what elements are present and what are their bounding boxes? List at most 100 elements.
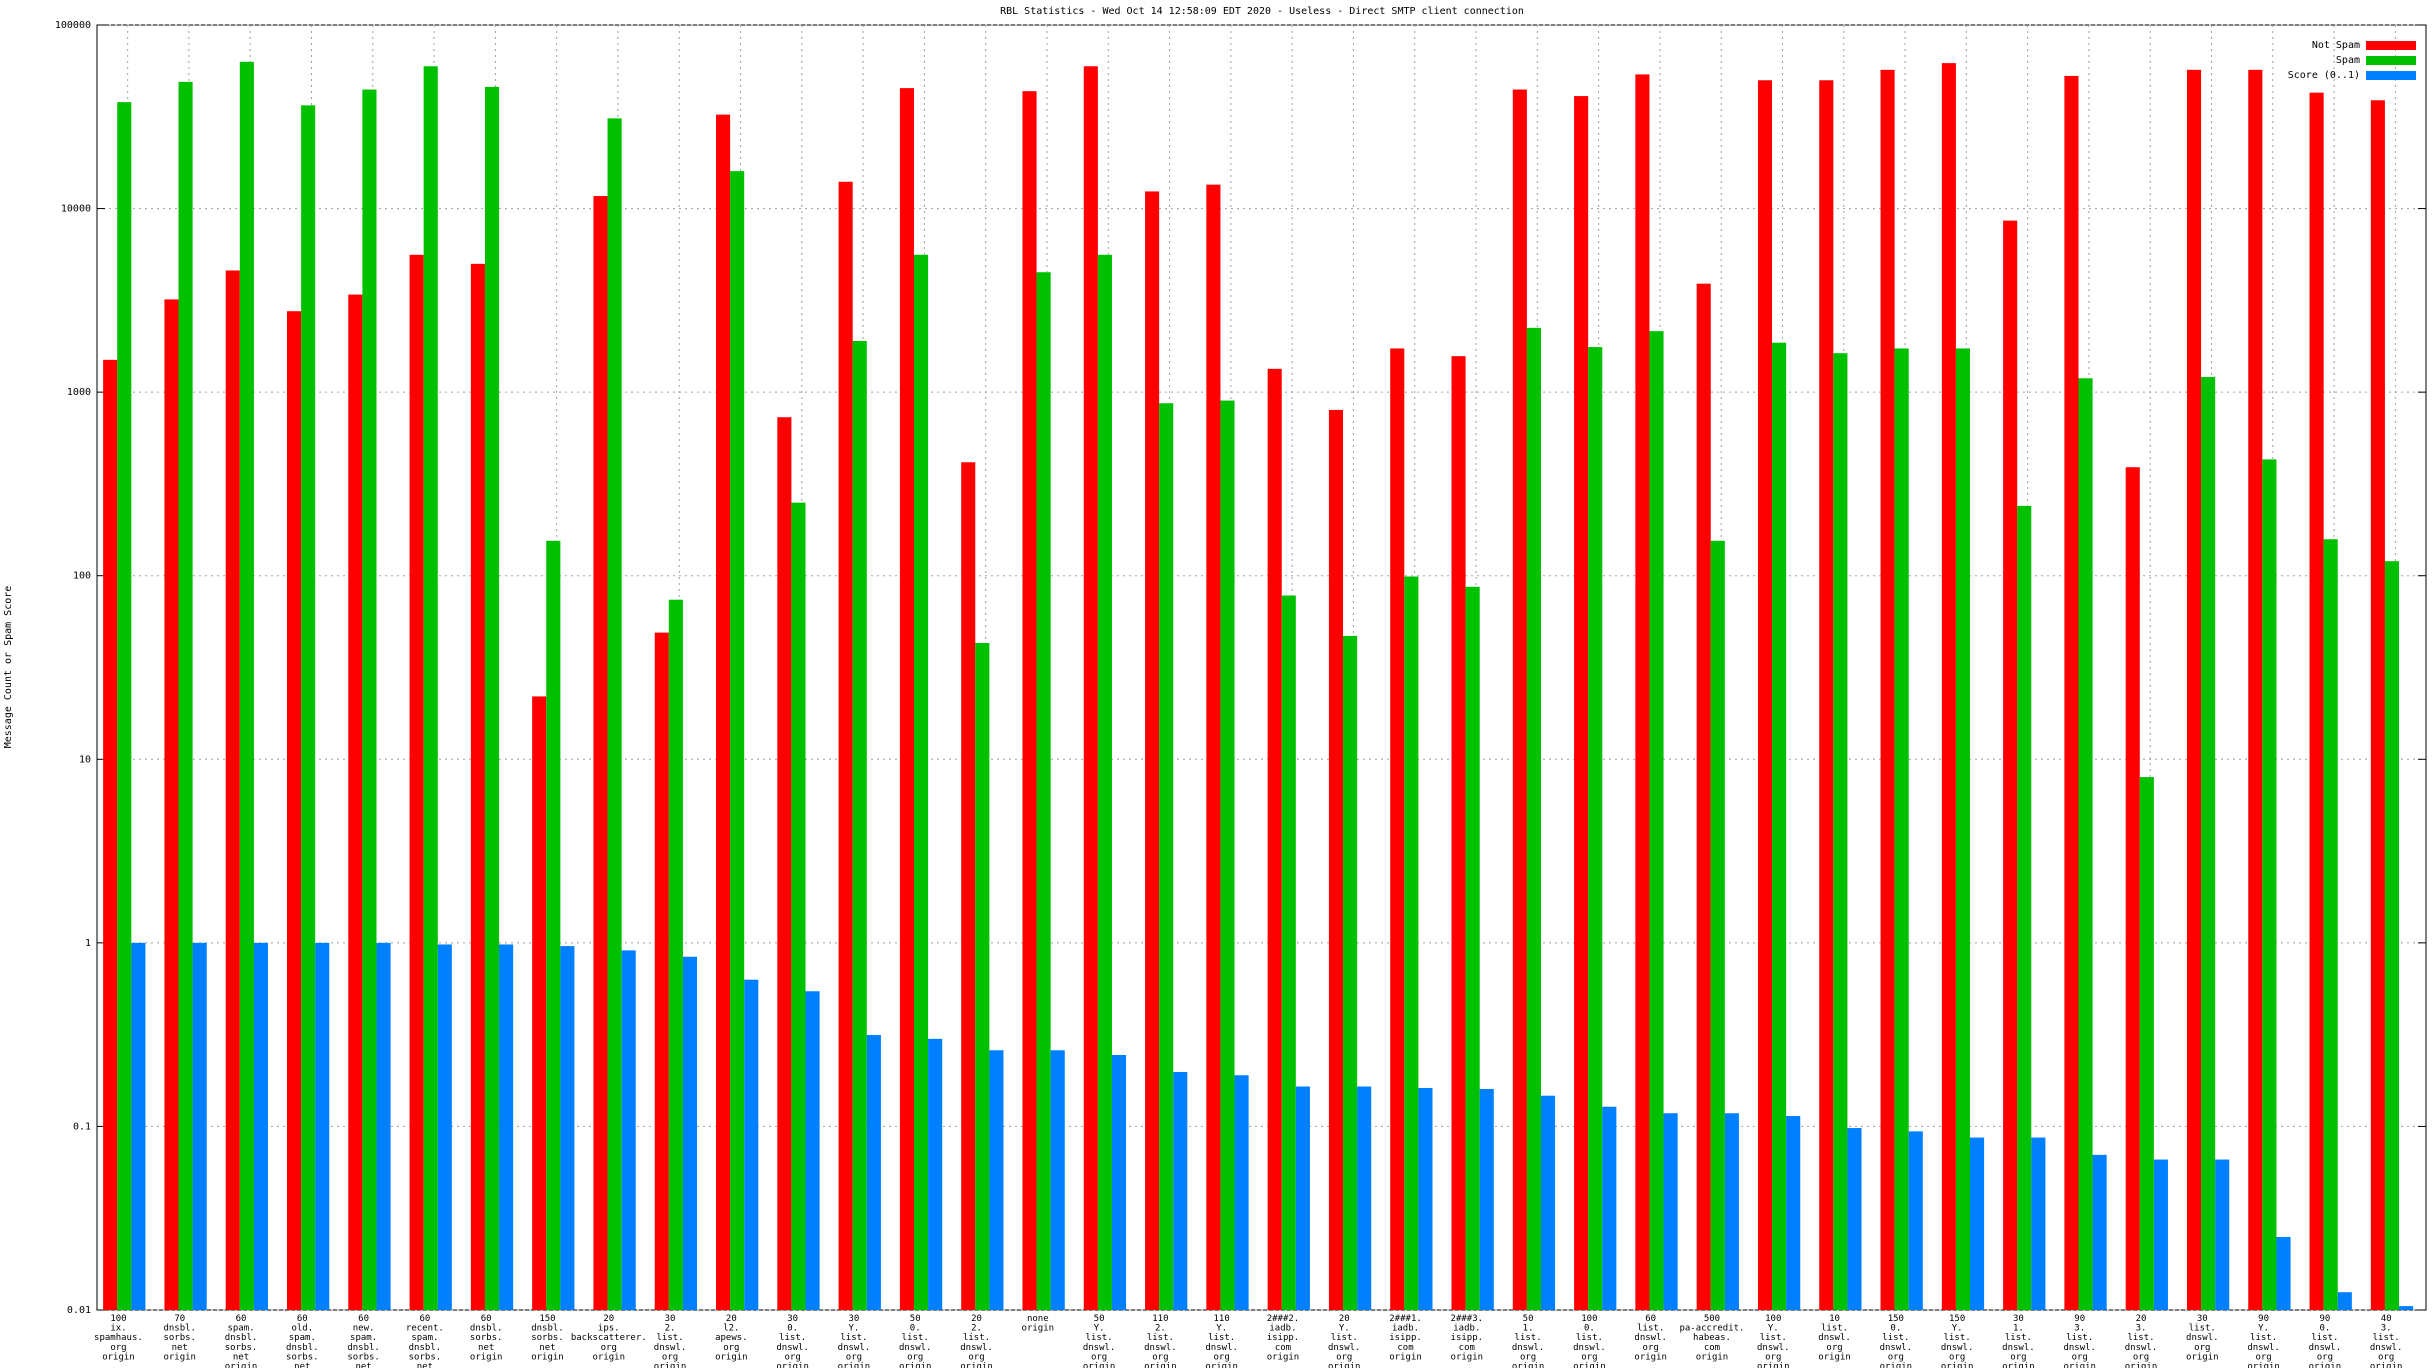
x-tick-label-line: list.	[657, 1333, 684, 1343]
bar	[961, 462, 976, 1310]
x-tick-label-line: dnswl.	[1880, 1342, 1913, 1352]
x-tick-label-line: dnswl.	[776, 1342, 809, 1352]
x-tick-label: 20 2. list. dnswl. org origin	[960, 1314, 993, 1368]
x-tick-label-line: origin	[1205, 1362, 1238, 1368]
bar	[2064, 75, 2079, 1310]
bar	[989, 1050, 1004, 1310]
bar	[286, 311, 302, 1310]
x-tick-label-line: 60	[236, 1314, 247, 1324]
x-tick-label: 110 Y. list. dnswl. org origin	[1205, 1314, 1238, 1368]
x-tick-label-line: 50	[910, 1314, 921, 1324]
bar	[1159, 403, 1174, 1311]
x-tick-label-line: Y.	[1952, 1323, 1963, 1333]
bar	[730, 171, 745, 1310]
bar	[1083, 66, 1098, 1311]
x-tick-label-line: origin	[1022, 1323, 1055, 1333]
x-tick-label-line: origin	[654, 1362, 687, 1368]
x-tick-label-line: origin	[1573, 1362, 1606, 1368]
x-tick-label-line: old.	[291, 1323, 313, 1333]
bar	[2370, 100, 2385, 1310]
bar	[1908, 1131, 1923, 1310]
y-tick-label: 10000	[61, 204, 91, 215]
x-tick-label-line: 150	[1949, 1314, 1965, 1324]
chart-title: RBL Statistics - Wed Oct 14 12:58:09 EDT…	[1000, 6, 1524, 17]
x-tick-label-line: origin	[960, 1362, 993, 1368]
bar	[1097, 254, 1112, 1311]
x-tick-label-line: org	[1643, 1342, 1659, 1352]
x-tick-label-line: org	[601, 1342, 617, 1352]
x-tick-label-line: 2###2.	[1267, 1314, 1300, 1324]
x-tick-label-line: 60	[481, 1314, 492, 1324]
x-tick-label-line: l2.	[723, 1323, 739, 1333]
bar	[2276, 1236, 2291, 1310]
x-tick-label-line: Y.	[1216, 1323, 1227, 1333]
x-tick-label-line: spam.	[350, 1333, 377, 1343]
x-tick-label-line: 2###3.	[1451, 1314, 1484, 1324]
x-tick-label-line: origin	[1696, 1352, 1729, 1362]
bar	[1696, 283, 1711, 1311]
bar	[593, 196, 608, 1311]
bar	[1894, 348, 1909, 1310]
x-tick-label-line: org	[2072, 1352, 2088, 1362]
x-tick-label-line: list.	[963, 1333, 990, 1343]
x-tick-label: 2###3. iadb. isipp. com origin	[1451, 1314, 1484, 1362]
x-tick-label-line: origin	[225, 1362, 258, 1368]
bar	[1022, 91, 1037, 1311]
bar	[866, 1034, 881, 1310]
x-tick-label-line: Y.	[2258, 1323, 2269, 1333]
x-tick-label-line: net	[233, 1352, 249, 1362]
x-tick-label-line: dnswl.	[1573, 1342, 1606, 1352]
x-tick-label-line: iadb.	[1392, 1323, 1419, 1333]
x-tick-label-line: dnsbl.	[470, 1323, 503, 1333]
x-tick-label: 60 spam. dnsbl. sorbs. net origin	[225, 1314, 258, 1368]
bar	[1173, 1071, 1188, 1310]
x-tick-label-line: origin	[163, 1352, 196, 1362]
bar	[1724, 1113, 1739, 1310]
x-tick-label-line: 1.	[2013, 1323, 2024, 1333]
x-tick-label-line: dnswl.	[2063, 1342, 2096, 1352]
x-tick-label: 10 list. dnswl. org origin	[1818, 1314, 1851, 1362]
bar	[1602, 1106, 1617, 1310]
x-tick-label: 90 0. list. dnswl. org origin	[2309, 1314, 2342, 1368]
x-tick-label-line: origin	[899, 1362, 932, 1368]
x-tick-label-line: org	[1152, 1352, 1168, 1362]
x-tick-label-line: 0.	[910, 1323, 921, 1333]
x-tick-label-line: 60	[1645, 1314, 1656, 1324]
x-tick-label-line: apews.	[715, 1333, 748, 1343]
bar	[1343, 635, 1358, 1310]
x-tick-label-line: org	[1826, 1342, 1842, 1352]
x-tick-label-line: org	[1091, 1352, 1107, 1362]
x-tick-label-line: dnswl.	[1757, 1342, 1790, 1352]
x-tick-label: 20 3. list. dnswl. org origin	[2125, 1314, 2158, 1368]
x-tick-label-line: 50	[1523, 1314, 1534, 1324]
bar	[668, 599, 683, 1310]
bar	[1357, 1086, 1372, 1310]
bar	[1970, 1137, 1985, 1310]
bar	[1390, 348, 1405, 1310]
bar	[225, 270, 240, 1310]
bar	[1757, 80, 1773, 1311]
x-tick-label-line: dnswl.	[2002, 1342, 2035, 1352]
x-tick-label-line: sorbs.	[286, 1352, 319, 1362]
x-tick-label: none origin	[1022, 1314, 1055, 1334]
x-tick-label-line: 100	[1581, 1314, 1597, 1324]
x-tick-label-line: origin	[1757, 1362, 1790, 1368]
x-tick-label-line: org	[785, 1352, 801, 1362]
bar	[852, 340, 867, 1310]
x-tick-label-line: dnswl.	[1328, 1342, 1361, 1352]
x-tick-label-line: list.	[1944, 1333, 1971, 1343]
x-tick-label-line: origin	[102, 1352, 135, 1362]
x-tick-label-line: 20	[726, 1314, 737, 1324]
x-tick-label: 2###1. iadb. isipp. com origin	[1389, 1314, 1422, 1362]
legend-label: Not Spam	[2312, 40, 2360, 51]
bar	[1588, 347, 1603, 1311]
bar	[2031, 1137, 2046, 1310]
x-tick-label-line: org	[1520, 1352, 1536, 1362]
legend-label: Spam	[2336, 55, 2360, 66]
x-tick-label: 40 3. list. dnswl. org origin	[2370, 1314, 2403, 1368]
bar	[1220, 400, 1235, 1311]
x-tick-label-line: list.	[2250, 1333, 2277, 1343]
x-tick-label-line: org	[1336, 1352, 1352, 1362]
bar	[1512, 89, 1527, 1311]
bar	[2017, 505, 2032, 1311]
